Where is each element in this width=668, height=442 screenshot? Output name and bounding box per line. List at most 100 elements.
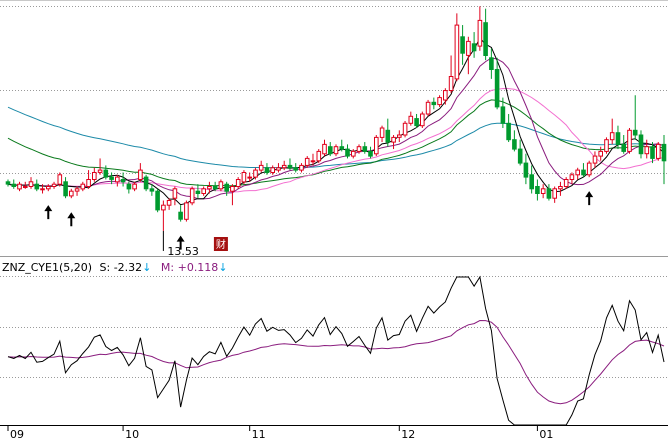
candle-body (356, 146, 362, 152)
candle-body (201, 188, 206, 195)
candle-body (494, 69, 500, 108)
candlestick (362, 142, 368, 154)
candlestick (247, 172, 252, 182)
candle-body (57, 174, 63, 185)
down-arrow-icon: ↓ (218, 261, 228, 274)
candle-body (460, 36, 465, 54)
candlestick (316, 149, 322, 164)
candle-body (466, 40, 471, 56)
candle-body (63, 181, 68, 197)
candlestick (172, 186, 178, 206)
candle-body (512, 139, 517, 150)
candle-body (138, 169, 143, 181)
candle-body (195, 190, 201, 194)
candlestick (132, 181, 137, 192)
financial-report-marker: 财 (216, 238, 226, 251)
candle-body (97, 169, 103, 173)
up-arrow-icon (44, 205, 53, 220)
candle-body (299, 164, 304, 171)
candlestick (184, 200, 189, 222)
candle-body (69, 190, 74, 197)
candlestick (546, 184, 552, 201)
candlestick (51, 181, 57, 189)
candle-body (650, 146, 655, 159)
candlestick (661, 135, 667, 185)
candlestick (270, 165, 275, 175)
candlestick (379, 125, 385, 143)
candlestick (241, 170, 247, 185)
candle-body (28, 181, 34, 188)
candlestick (11, 179, 17, 189)
candlestick (195, 184, 201, 199)
candlestick (224, 181, 229, 196)
candle-body (374, 136, 379, 155)
candle-body (149, 188, 155, 192)
indicator-m-line (7, 319, 665, 405)
candlestick (569, 172, 575, 185)
candlestick (293, 163, 298, 173)
candlestick (656, 142, 661, 161)
candle-body (276, 167, 281, 171)
candlestick (40, 184, 45, 194)
candle-body (40, 188, 45, 191)
candle-body (558, 186, 563, 190)
candlestick (253, 167, 258, 180)
candle-body (408, 115, 414, 124)
candle-body (80, 183, 86, 190)
candle-body (46, 186, 51, 190)
candlestick (17, 181, 22, 192)
price-annotations: 13.53 财 (162, 230, 228, 258)
candle-body (264, 167, 270, 174)
candlestick (512, 130, 517, 152)
x-tick-label: 12 (401, 428, 415, 441)
candle-body (431, 101, 437, 106)
candle-body (540, 188, 546, 195)
candlestick (189, 186, 195, 206)
candle-body (293, 167, 298, 171)
candlestick (598, 146, 604, 161)
up-arrow-icon (585, 191, 594, 206)
candlestick (552, 186, 558, 203)
candle-body (621, 143, 627, 152)
candle-body (546, 188, 552, 199)
candlestick (103, 165, 109, 180)
candlestick (5, 179, 11, 187)
candlestick (86, 170, 91, 189)
candlestick (218, 179, 224, 192)
candle-body (74, 188, 80, 192)
candle-body (569, 174, 575, 181)
candle-body (437, 97, 442, 106)
financial-report-badge[interactable] (213, 237, 228, 251)
candle-body (304, 157, 310, 166)
candlestick (299, 163, 304, 173)
indicator-header: ZNZ_CYE1(5,20) S: -2.32↓ M: +0.118↓ (2, 260, 228, 276)
candlestick (644, 139, 650, 159)
candlestick (80, 181, 86, 192)
candle-body (17, 183, 22, 190)
candlestick (483, 8, 488, 61)
candlestick (115, 174, 120, 187)
candle-body (310, 160, 316, 163)
candle-body (592, 155, 598, 164)
candle-body (224, 183, 229, 192)
candle-body (489, 57, 494, 70)
candlestick (627, 128, 632, 154)
candle-body (339, 146, 345, 150)
candle-body (333, 146, 339, 155)
candlestick (304, 156, 310, 168)
candlestick (351, 149, 356, 159)
candle-body (379, 127, 385, 138)
indicator-lines (7, 275, 665, 426)
indicator-m-value: M: +0.118 (160, 261, 219, 274)
candle-body (529, 174, 535, 190)
candlestick (632, 95, 638, 140)
candle-body (184, 202, 189, 220)
candle-body (287, 164, 293, 169)
candlestick (535, 179, 540, 201)
candlestick (425, 99, 431, 117)
candle-body (638, 134, 644, 155)
candlestick (477, 6, 483, 51)
candle-body (132, 183, 137, 190)
ma120-line (7, 106, 665, 169)
